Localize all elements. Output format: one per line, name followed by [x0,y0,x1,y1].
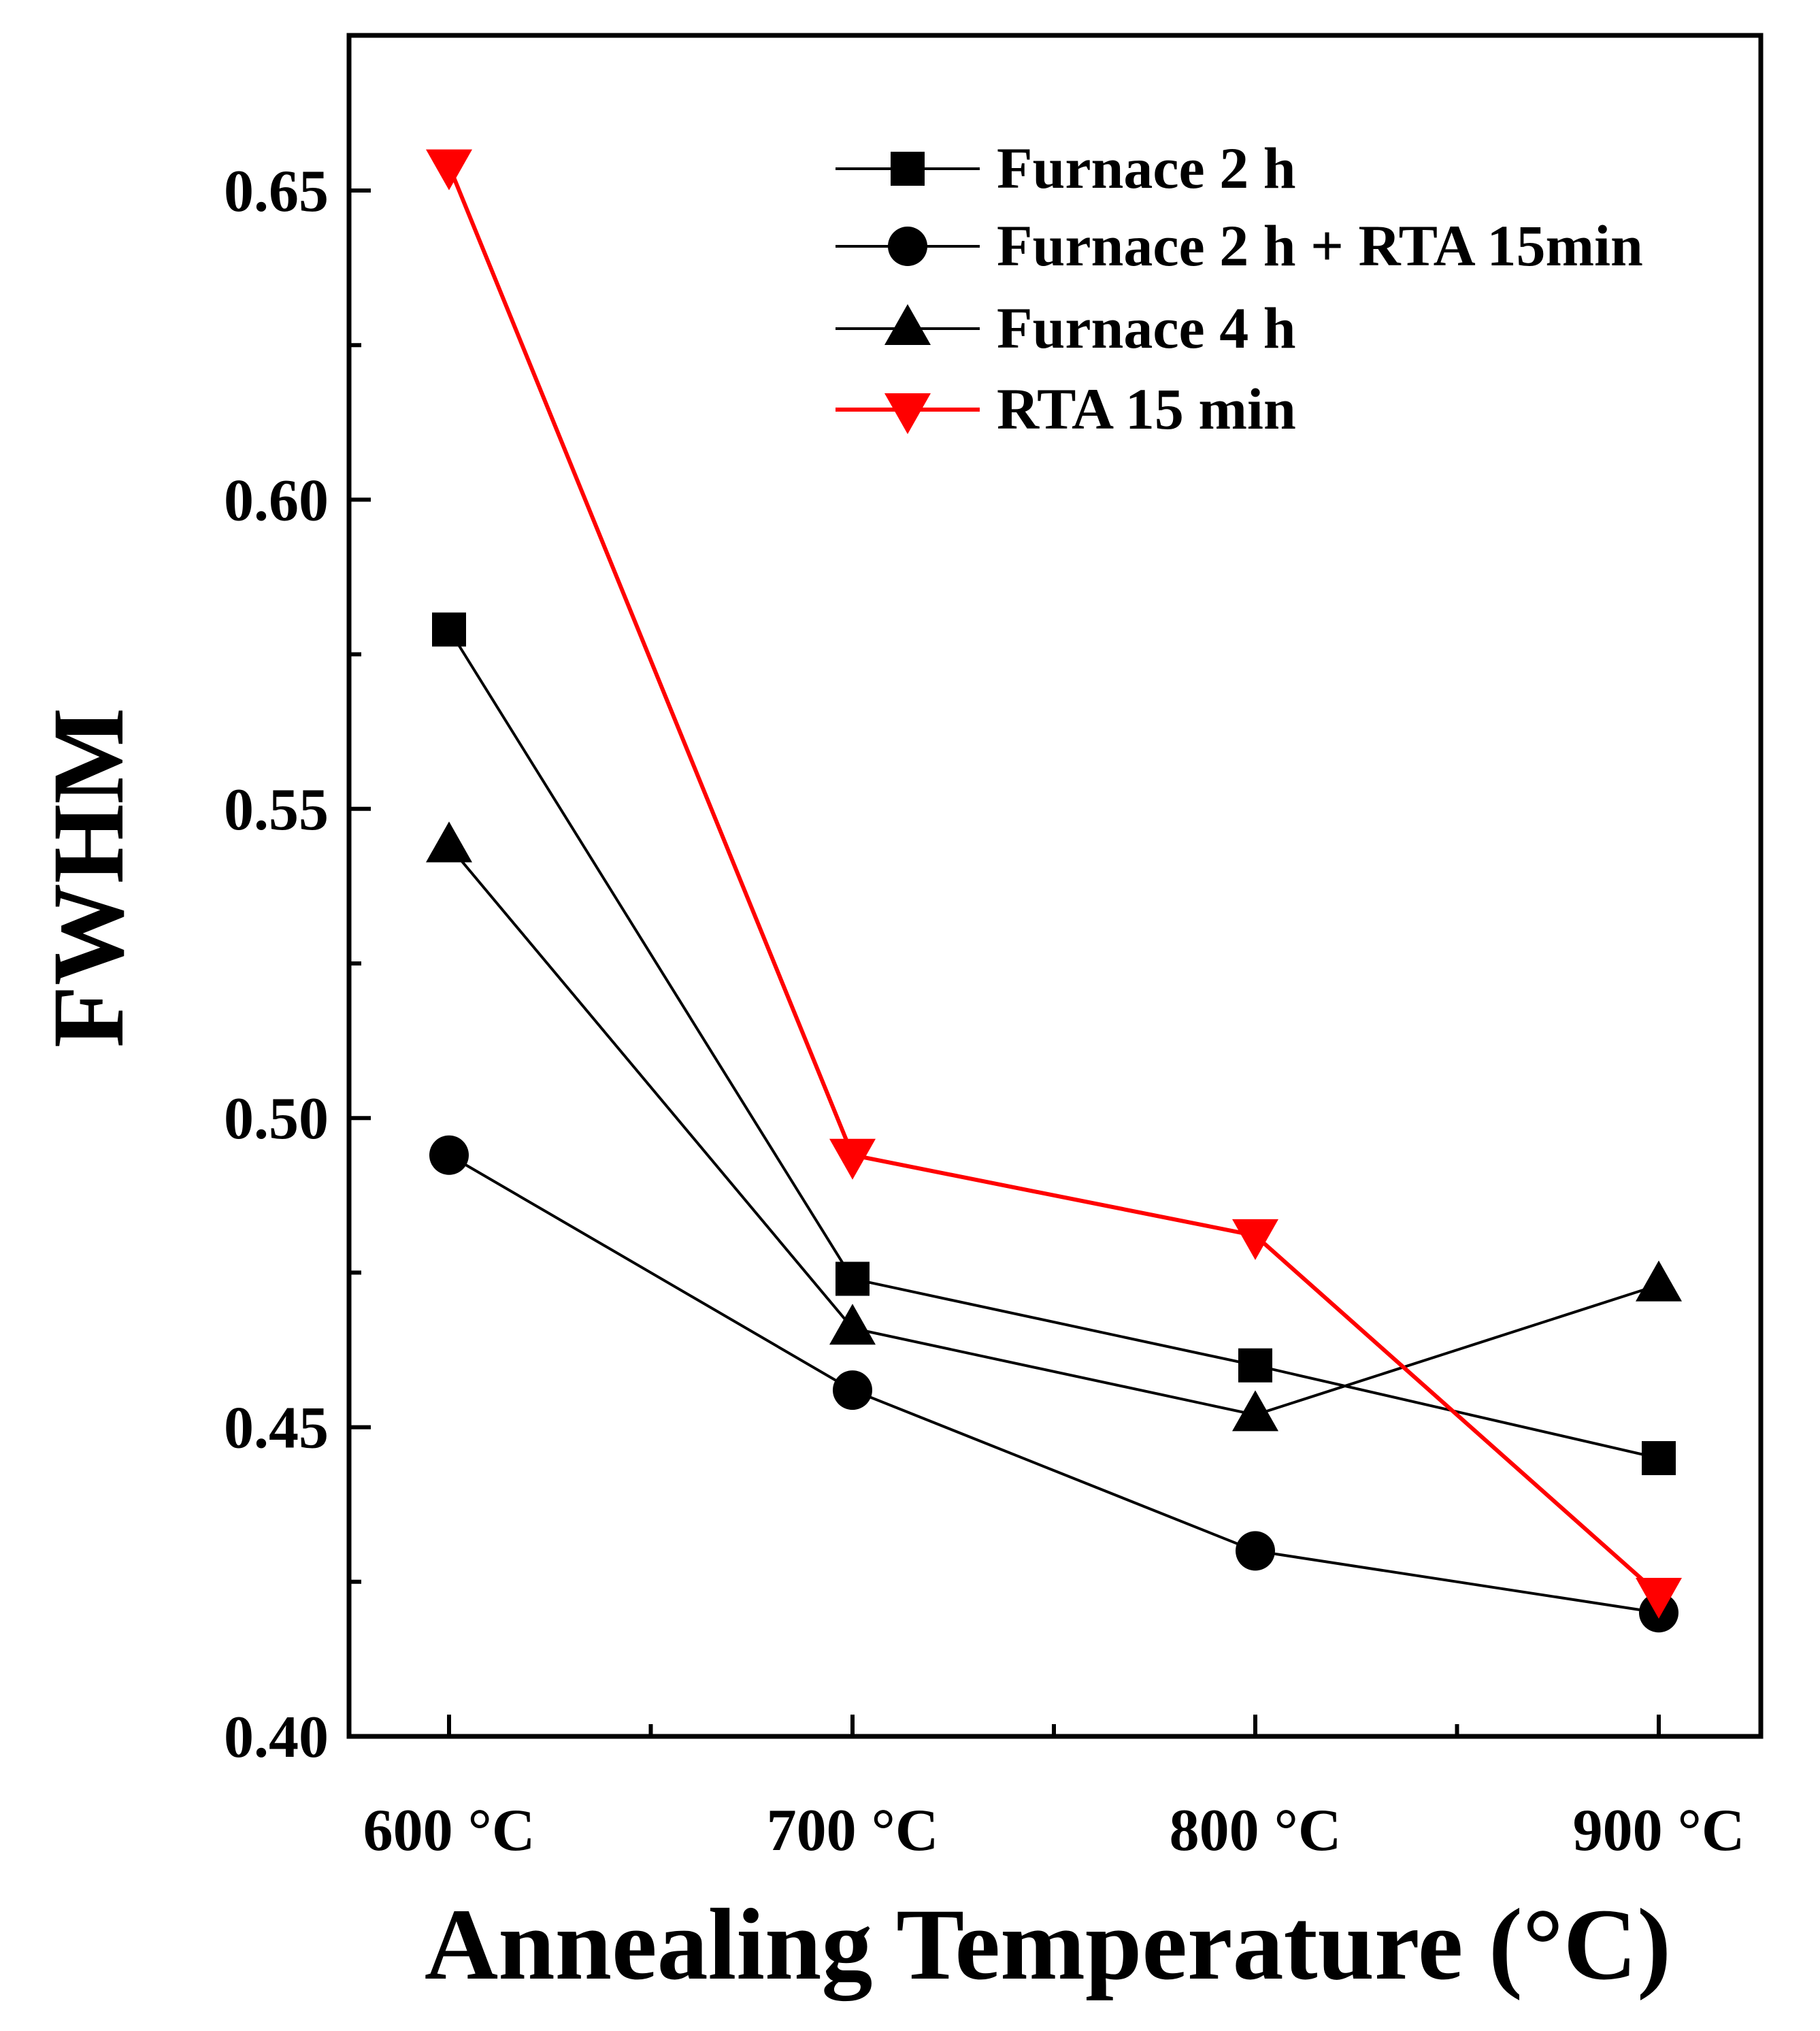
y-axis-label: FWHM [32,708,145,1048]
x-tick-label: 800 °C [1170,1798,1342,1864]
legend-item: Furnace 2 h [835,135,1296,201]
x-tick-label: 700 °C [767,1798,939,1864]
x-tick-label: 900 °C [1573,1798,1745,1864]
legend-label: Furnace 4 h [997,295,1296,361]
series-square [432,612,1676,1476]
data-point-circle [833,1370,872,1410]
legend-label: RTA 15 min [997,376,1296,442]
legend-marker-triangle-down [884,393,931,434]
data-point-square [432,612,466,647]
legend-marker-circle [888,227,927,266]
data-point-triangle-up [1232,1390,1278,1432]
data-point-triangle-down [829,1138,876,1180]
series-triangle-up [426,821,1682,1432]
legend-label: Furnace 2 h + RTA 15min [997,213,1643,278]
data-point-circle [429,1135,469,1175]
data-point-triangle-down [1232,1219,1278,1260]
legend-marker-triangle-up [884,304,931,345]
series-circle [429,1135,1678,1633]
series-line [447,165,1660,1596]
legend-label: Furnace 2 h [997,135,1296,201]
data-point-triangle-up [426,821,472,863]
data-point-circle [1236,1531,1275,1571]
series-line [448,629,1659,1459]
data-point-square [1238,1348,1272,1383]
series-layer [426,149,1682,1633]
data-point-triangle-up [1636,1260,1682,1302]
legend: Furnace 2 h Furnace 2 h + RTA 15min Furnac… [835,135,1643,442]
y-tick-label: 0.65 [224,159,329,225]
plot-area [346,33,1764,1739]
y-tick-label: 0.50 [224,1086,329,1152]
series-line [448,845,1659,1417]
y-tick-label: 0.45 [224,1396,329,1462]
series-line [448,1153,1659,1615]
y-axis: 0.40 0.45 0.50 0.55 0.60 0.65 [224,159,371,1770]
x-axis: 600 °C 700 °C 800 °C 900 °C [363,1715,1745,1864]
plot-frame [346,33,1764,1739]
x-tick-label: 600 °C [363,1798,535,1864]
y-tick-label: 0.40 [224,1704,329,1770]
data-point-square [1642,1441,1676,1476]
legend-item: RTA 15 min [835,376,1296,442]
x-axis-label: Annealing Temperature (°C) [425,1888,1671,2001]
data-point-triangle-up [829,1304,876,1345]
data-point-triangle-down [1636,1577,1682,1619]
data-point-triangle-down [426,149,472,191]
data-point-square [835,1261,870,1296]
y-tick-label: 0.55 [224,777,329,843]
legend-item: Furnace 4 h [835,295,1296,361]
legend-marker-square [891,152,925,186]
series-triangle-down [426,149,1682,1619]
legend-item: Furnace 2 h + RTA 15min [835,213,1643,278]
y-tick-label: 0.60 [224,467,329,533]
